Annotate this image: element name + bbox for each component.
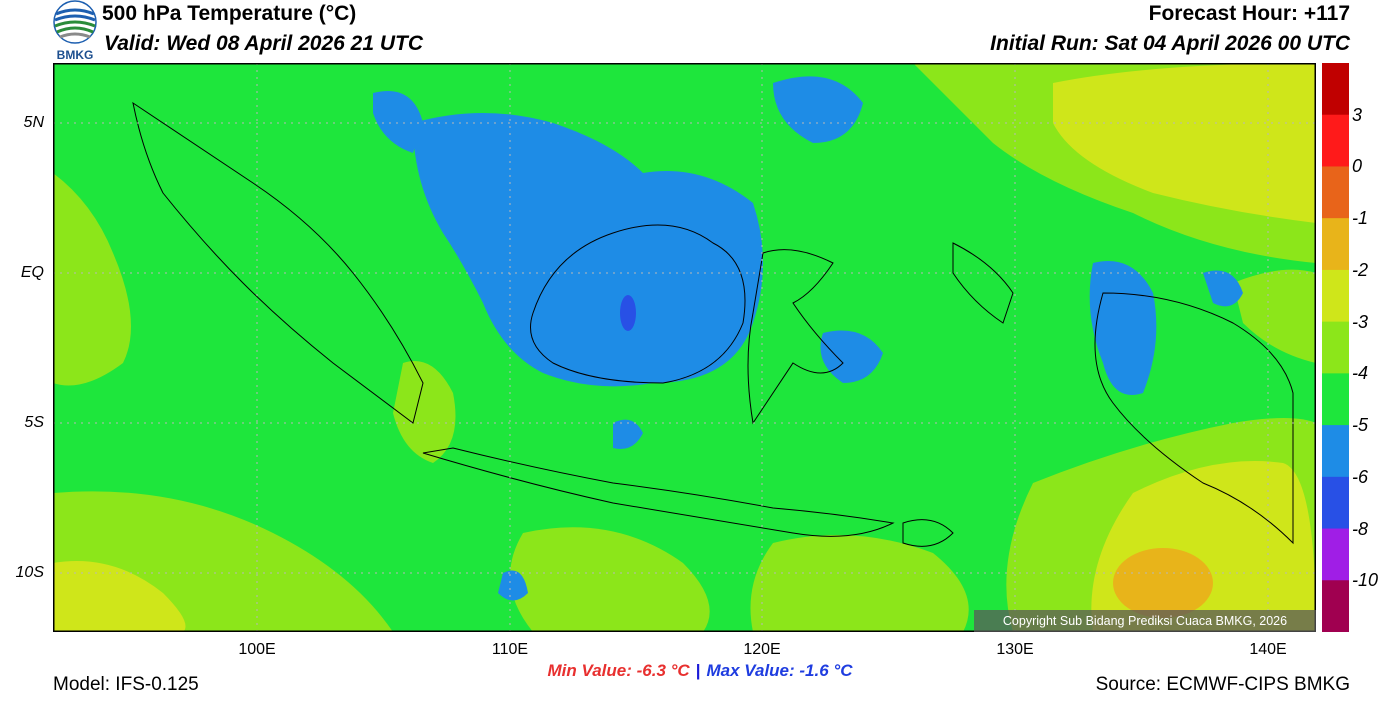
lat-label-5s: 5S: [24, 414, 44, 431]
bmkg-logo: BMKG: [53, 0, 97, 62]
min-value: Min Value: -6.3 °C: [547, 661, 690, 680]
coastlines: [132, 101, 1294, 547]
source-label: Source: ECMWF-CIPS BMKG: [1095, 674, 1350, 695]
lat-label-eq: EQ: [20, 264, 44, 281]
colorbar-label: -2: [1352, 259, 1369, 280]
coldest-spots: [620, 295, 636, 331]
copyright-notice: Copyright Sub Bidang Prediksi Cuaca BMKG…: [974, 610, 1316, 632]
colorbar-label: 0: [1352, 156, 1363, 177]
colorbar-label: -10: [1352, 570, 1379, 591]
colorbar-segment: [1322, 476, 1349, 530]
colorbar-label: -6: [1352, 466, 1369, 487]
min-max-values: Min Value: -6.3 °C | Max Value: -1.6 °C: [0, 661, 1400, 681]
colorbar-label: -5: [1352, 415, 1369, 436]
cold-zones: [373, 76, 1243, 601]
colorbar-segment: [1322, 580, 1349, 632]
max-value: Max Value: -1.6 °C: [706, 661, 853, 680]
colorbar-segment: [1322, 218, 1349, 271]
colorbar-segment: [1322, 114, 1349, 167]
colorbar-label: -8: [1352, 518, 1369, 539]
colorbar-label: -3: [1352, 311, 1369, 332]
temperature-map: [53, 63, 1316, 632]
colorbar-segment: [1322, 63, 1349, 116]
lon-label-120e: 120E: [743, 641, 781, 658]
grid-lines: [53, 63, 1316, 632]
logo-text: BMKG: [57, 48, 94, 62]
map-title: 500 hPa Temperature (°C): [102, 2, 357, 25]
lon-label-140e: 140E: [1249, 641, 1287, 658]
colorbar-segment: [1322, 373, 1349, 426]
colorbar-segment: [1322, 528, 1349, 581]
lon-label-100e: 100E: [238, 641, 276, 658]
lon-label-110e: 110E: [491, 641, 529, 658]
lat-label-10s: 10S: [15, 564, 44, 581]
lat-label-5n: 5N: [23, 114, 44, 131]
colorbar-segment: [1322, 269, 1349, 323]
model-label: Model: IFS-0.125: [53, 674, 199, 695]
warm-core: [1113, 548, 1213, 618]
colorbar-label: -1: [1352, 208, 1369, 229]
map-frame: [53, 63, 1316, 632]
value-separator: |: [695, 661, 701, 680]
colorbar-segment: [1322, 425, 1349, 478]
colorbar-label: 3: [1352, 104, 1363, 125]
forecast-hour: Forecast Hour: +117: [1148, 2, 1350, 25]
colorbar-segment: [1322, 321, 1349, 374]
colorbar-label: -4: [1352, 363, 1369, 384]
lon-label-130e: 130E: [996, 641, 1034, 658]
initial-run: Initial Run: Sat 04 April 2026 00 UTC: [990, 32, 1350, 55]
colorbar: [1322, 63, 1349, 632]
colorbar-segment: [1322, 166, 1349, 219]
valid-time: Valid: Wed 08 April 2026 21 UTC: [104, 32, 423, 55]
